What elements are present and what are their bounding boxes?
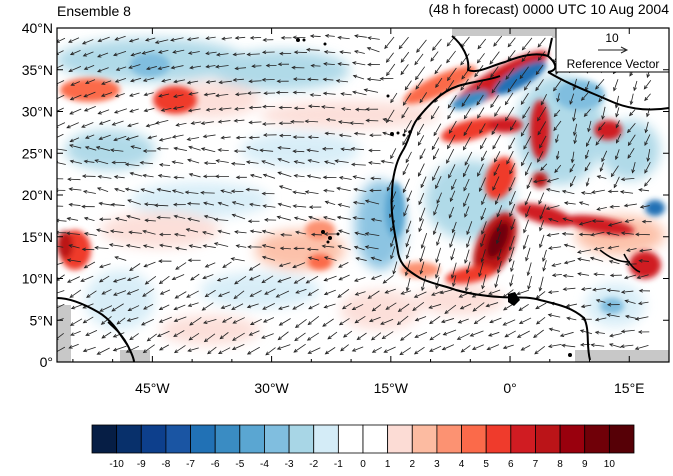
colorbar-label: 4 bbox=[459, 459, 465, 470]
colorbar-label: 10 bbox=[604, 459, 616, 470]
colorbar-label: -8 bbox=[161, 459, 170, 470]
colorbar-swatch bbox=[388, 425, 413, 453]
colorbar-swatch bbox=[585, 425, 610, 453]
lat-label: 10°N bbox=[22, 271, 53, 287]
colorbar-swatch bbox=[338, 425, 363, 453]
colorbar-swatch bbox=[191, 425, 216, 453]
colorbar-label: -10 bbox=[109, 459, 124, 470]
colorbar-swatch bbox=[92, 425, 117, 453]
colorbar-swatch bbox=[314, 425, 339, 453]
colorbar-label: -9 bbox=[137, 459, 146, 470]
lat-label: 40°N bbox=[22, 20, 53, 36]
reference-vector-label: Reference Vector bbox=[567, 57, 660, 71]
lat-label: 20°N bbox=[22, 187, 53, 203]
lat-label: 15°N bbox=[22, 229, 53, 245]
colorbar-swatch bbox=[486, 425, 511, 453]
colorbar-label: 5 bbox=[483, 459, 489, 470]
colorbar-label: 6 bbox=[508, 459, 514, 470]
lat-label: 0° bbox=[40, 354, 53, 370]
colorbar-swatch bbox=[535, 425, 560, 453]
map-panel: 10 Reference Vector bbox=[51, 28, 669, 362]
colorbar-label: -5 bbox=[235, 459, 244, 470]
colorbar-swatch bbox=[141, 425, 166, 453]
colorbar-swatch bbox=[117, 425, 142, 453]
lon-label: 15°E bbox=[614, 380, 645, 396]
lat-label: 35°N bbox=[22, 62, 53, 78]
lat-label: 30°N bbox=[22, 104, 53, 120]
colorbar-swatch bbox=[166, 425, 191, 453]
colorbar-label: -3 bbox=[285, 459, 294, 470]
figure-title-left: Ensemble 8 bbox=[57, 3, 131, 19]
lon-label: 30°W bbox=[254, 380, 289, 396]
colorbar-swatch bbox=[363, 425, 388, 453]
colorbar-swatch bbox=[264, 425, 289, 453]
colorbar-label: 1 bbox=[385, 459, 391, 470]
colorbar-label: 8 bbox=[557, 459, 563, 470]
colorbar-swatch bbox=[240, 425, 265, 453]
figure-title-right: (48 h forecast) 0000 UTC 10 Aug 2004 bbox=[429, 1, 670, 17]
colorbar-swatch bbox=[560, 425, 585, 453]
colorbar-label: 7 bbox=[533, 459, 539, 470]
colorbar-swatch bbox=[215, 425, 240, 453]
colorbar-swatch bbox=[412, 425, 437, 453]
reference-vector-magnitude: 10 bbox=[605, 31, 619, 45]
colorbar-label: -2 bbox=[309, 459, 318, 470]
colorbar-label: 3 bbox=[434, 459, 440, 470]
colorbar-swatch bbox=[437, 425, 462, 453]
colorbar-label: 9 bbox=[582, 459, 588, 470]
colorbar-label: 0 bbox=[360, 459, 366, 470]
reference-vector-box: 10 Reference Vector bbox=[556, 28, 669, 72]
lon-label: 45°W bbox=[135, 380, 170, 396]
lon-label: 0° bbox=[503, 380, 516, 396]
colorbar-swatch bbox=[511, 425, 536, 453]
colorbar-swatch bbox=[609, 425, 634, 453]
colorbar-label: -1 bbox=[334, 459, 343, 470]
lon-label: 15°W bbox=[374, 380, 409, 396]
colorbar-label: -6 bbox=[211, 459, 220, 470]
colorbar-label: 2 bbox=[409, 459, 415, 470]
colorbar-label: -4 bbox=[260, 459, 269, 470]
lat-label: 25°N bbox=[22, 145, 53, 161]
colorbar-label: -7 bbox=[186, 459, 195, 470]
colorbar-swatch bbox=[289, 425, 314, 453]
colorbar-swatch bbox=[462, 425, 487, 453]
lat-label: 5°N bbox=[30, 312, 54, 328]
